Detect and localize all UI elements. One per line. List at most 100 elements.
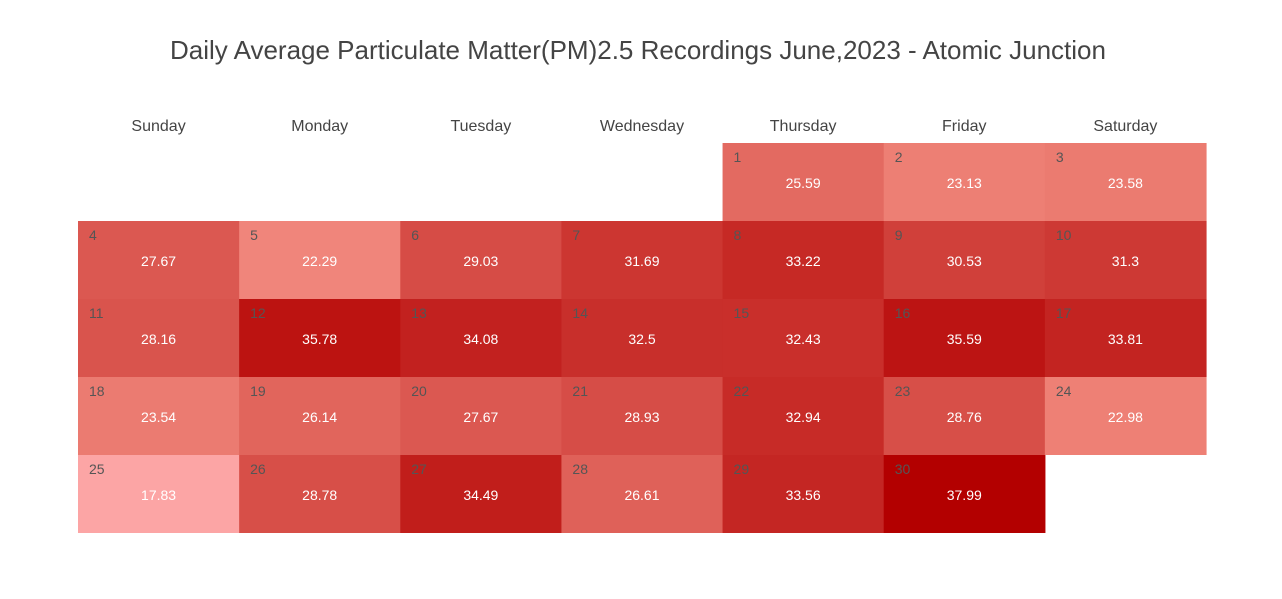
day-cell-rect [561,455,724,533]
day-cell-19: 19 26.14 [239,377,401,455]
day-number: 4 [89,227,97,243]
day-cell-rect [883,377,1046,455]
pm25-value-label: 28.78 [302,487,337,503]
day-number: 26 [250,461,266,477]
day-cell-9: 930.53 [883,221,1046,299]
day-cell-rect [239,299,401,377]
weekday-header: Sunday Monday Tuesday Wednesday Thursday Frid… [131,118,1157,135]
pm25-value-label: 32.5 [628,331,655,347]
day-cell-rect [561,221,724,299]
day-number: 5 [250,227,258,243]
weekday-label-sunday: Sunday [131,118,185,135]
day-cell-rect [883,299,1046,377]
day-number: 27 [411,461,427,477]
pm25-value-label: 33.81 [1108,331,1143,347]
day-cell-rect [883,221,1046,299]
day-cell-26: 26 28.78 [239,455,401,533]
day-number: 24 [1056,383,1072,399]
day-cell-16: 16 35.59 [883,299,1046,377]
pm25-value-label: 22.98 [1108,409,1143,425]
pm25-value-label: 17.83 [141,487,176,503]
pm25-value-label: 25.59 [786,175,821,191]
day-number: 2 [895,149,903,165]
day-cell-27: 27 34.49 [400,455,563,533]
day-cell-rect [722,143,885,221]
pm25-value-label: 23.54 [141,409,176,425]
day-cell-22: 22 32.94 [722,377,885,455]
day-cell-28: 28 26.61 [561,455,724,533]
day-cell-rect [400,455,563,533]
weekday-label-saturday: Saturday [1093,118,1157,135]
day-cell-2: 223.13 [883,143,1046,221]
day-cell-10: 10 31.3 [1044,221,1207,299]
day-cell-4: 427.67 [78,221,240,299]
day-cell-rect [400,299,563,377]
day-cell-12: 12 35.78 [239,299,401,377]
day-cell-rect [1044,299,1207,377]
day-cell-rect [561,299,724,377]
pm25-value-label: 26.14 [302,409,337,425]
pm25-value-label: 37.99 [947,487,982,503]
day-cell-29: 29 33.56 [722,455,885,533]
day-number: 14 [572,305,588,321]
pm25-value-label: 28.93 [624,409,659,425]
weekday-label-thursday: Thursday [770,118,837,135]
day-cell-rect [1044,221,1207,299]
weekday-label-tuesday: Tuesday [450,118,511,135]
weekday-label-monday: Monday [291,118,348,135]
day-number: 8 [734,227,742,243]
day-cell-rect [883,455,1046,533]
day-number: 10 [1056,227,1072,243]
pm25-value-label: 32.43 [786,331,821,347]
day-cell-21: 21 28.93 [561,377,724,455]
day-cell-24: 24 22.98 [1044,377,1207,455]
day-number: 25 [89,461,105,477]
day-cell-18: 18 23.54 [78,377,240,455]
day-number: 22 [734,383,750,399]
calendar-grid: 125.59223.13323.58427.67522.29629.03731.… [78,143,1207,533]
day-number: 16 [895,305,911,321]
pm25-value-label: 32.94 [786,409,821,425]
day-cell-1: 125.59 [722,143,885,221]
day-number: 18 [89,383,105,399]
day-cell-rect [1044,377,1207,455]
day-number: 11 [89,305,104,321]
day-cell-rect [883,143,1046,221]
day-number: 15 [734,305,750,321]
pm25-value-label: 27.67 [141,253,176,269]
day-cell-17: 17 33.81 [1044,299,1207,377]
day-cell-30: 30 37.99 [883,455,1046,533]
pm25-value-label: 34.49 [463,487,498,503]
day-cell-rect [239,221,401,299]
day-cell-rect [78,455,240,533]
day-cell-rect [239,455,401,533]
day-cell-7: 731.69 [561,221,724,299]
pm25-value-label: 30.53 [947,253,982,269]
day-cell-3: 323.58 [1044,143,1207,221]
day-number: 7 [572,227,580,243]
day-cell-20: 20 27.67 [400,377,563,455]
pm25-value-label: 28.16 [141,331,176,347]
day-number: 28 [572,461,588,477]
pm25-value-label: 31.3 [1112,253,1139,269]
day-cell-11: 11 28.16 [78,299,240,377]
day-cell-rect [722,221,885,299]
pm25-value-label: 33.22 [786,253,821,269]
day-number: 21 [572,383,588,399]
chart-title: Daily Average Particulate Matter(PM)2.5 … [170,35,1106,65]
day-cell-rect [78,221,240,299]
pm25-value-label: 23.58 [1108,175,1143,191]
day-number: 29 [734,461,750,477]
day-cell-rect [78,377,240,455]
pm25-value-label: 29.03 [463,253,498,269]
pm25-value-label: 34.08 [463,331,498,347]
day-cell-5: 522.29 [239,221,401,299]
day-cell-23: 23 28.76 [883,377,1046,455]
weekday-label-friday: Friday [942,118,986,135]
day-number: 9 [895,227,903,243]
pm25-value-label: 22.29 [302,253,337,269]
pm25-value-label: 27.67 [463,409,498,425]
day-number: 12 [250,305,266,321]
day-cell-15: 15 32.43 [722,299,885,377]
day-number: 13 [411,305,427,321]
